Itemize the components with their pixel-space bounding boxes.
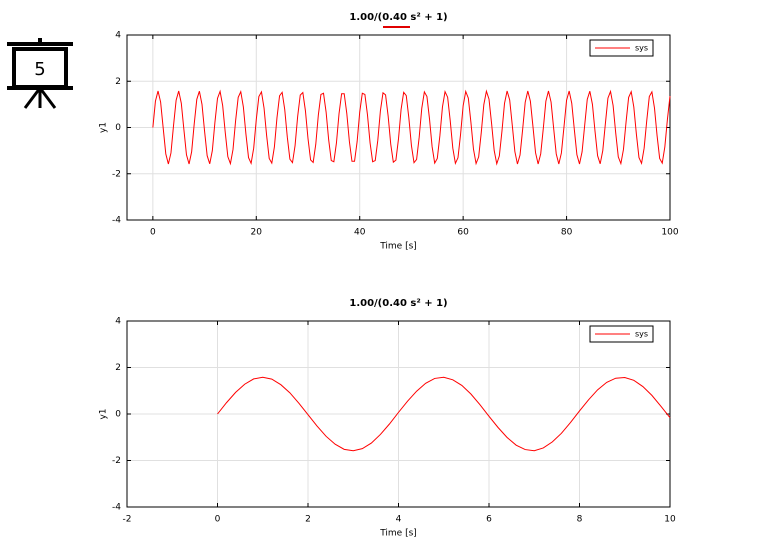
y-tick-label: -4	[112, 216, 121, 226]
chart-title: 1.00/(0.40 s² + 1)	[349, 298, 447, 309]
y-tick-label: 4	[115, 31, 121, 41]
x-tick-label: 80	[561, 228, 573, 238]
x-tick-label: 10	[664, 515, 676, 525]
legend-label: sys	[635, 44, 648, 53]
x-tick-label: 0	[215, 515, 221, 525]
icon-leg	[23, 87, 42, 109]
y-tick-label: 2	[115, 77, 121, 87]
y-tick-label: -2	[112, 169, 121, 179]
y-tick-label: 2	[115, 363, 121, 373]
x-tick-label: 40	[354, 228, 366, 238]
x-tick-label: 60	[457, 228, 469, 238]
legend-label: sys	[635, 330, 648, 339]
y-tick-label: 0	[115, 123, 121, 133]
icon-leg	[38, 87, 57, 109]
icon-number: 5	[34, 59, 45, 80]
x-axis-label: Time [s]	[379, 529, 417, 539]
y-tick-label: 0	[115, 410, 121, 420]
x-axis-label: Time [s]	[379, 242, 417, 252]
x-tick-label: 6	[486, 515, 492, 525]
plot-frame	[126, 34, 671, 221]
plot-frame	[126, 320, 671, 508]
x-tick-label: 8	[577, 515, 583, 525]
y-tick-label: 4	[115, 317, 121, 327]
data-line	[217, 376, 671, 452]
x-tick-label: 20	[251, 228, 263, 238]
x-tick-label: -2	[123, 515, 132, 525]
y-axis-label: y1	[99, 408, 109, 419]
x-tick-label: 100	[661, 228, 678, 238]
x-tick-label: 4	[396, 515, 402, 525]
x-tick-label: 2	[305, 515, 311, 525]
chart-title: 1.00/(0.40 s² + 1)	[349, 12, 447, 23]
data-line	[152, 89, 671, 166]
y-tick-label: -2	[112, 456, 121, 466]
y-axis-label: y1	[99, 122, 109, 133]
presentation-icon: 5	[7, 38, 73, 109]
x-tick-label: 0	[150, 228, 156, 238]
y-tick-label: -4	[112, 503, 121, 513]
icon-hook	[38, 38, 42, 44]
